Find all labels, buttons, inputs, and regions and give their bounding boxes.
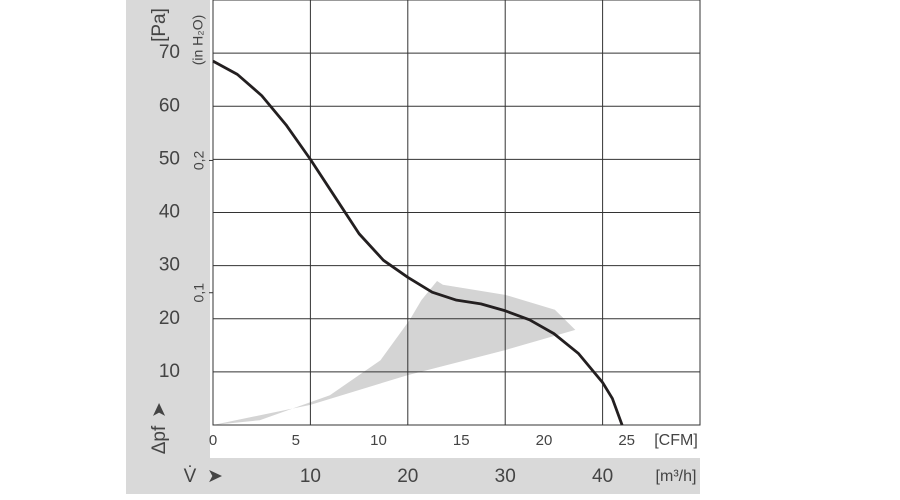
x2-label: [CFM] (654, 432, 698, 449)
y-tick-label: 30 (159, 255, 180, 276)
y2-label: (in H₂O) (190, 15, 206, 66)
fan-curve (212, 59, 624, 426)
x-tick-label: 30 (495, 466, 516, 487)
y-tick-label: 40 (159, 202, 180, 223)
operating-region (213, 281, 576, 425)
y-tick-label: 20 (159, 308, 180, 329)
x-tick-label: 40 (592, 466, 613, 487)
x-panel (126, 458, 700, 494)
y-tick-label: 60 (159, 95, 180, 116)
x-tick-label: 10 (300, 466, 321, 487)
y-tick-label: 70 (159, 42, 180, 63)
x2-tick-label: 25 (618, 432, 635, 449)
x-arrow: ➤ (207, 466, 223, 487)
x2-tick-label: 15 (453, 432, 470, 449)
x2-tick-label: 5 (292, 432, 300, 449)
y2-tick-label: 0,1 (191, 283, 207, 303)
y-tick-label: 10 (159, 361, 180, 382)
x2-tick-label: 0 (209, 432, 217, 449)
y-panel (126, 0, 210, 494)
y-arrow: ➤ (149, 402, 170, 418)
x-tick-label: 20 (397, 466, 418, 487)
x2-tick-label: 20 (536, 432, 553, 449)
y-symbol: Δpf (149, 425, 170, 454)
x-symbol: V̇ (184, 466, 197, 487)
x2-tick-label: 10 (370, 432, 387, 449)
y-tick-label: 50 (159, 148, 180, 169)
y-label: [Pa] (149, 8, 170, 42)
y2-tick-label: 0,2 (191, 151, 207, 171)
x-label: [m³/h] (656, 468, 697, 485)
